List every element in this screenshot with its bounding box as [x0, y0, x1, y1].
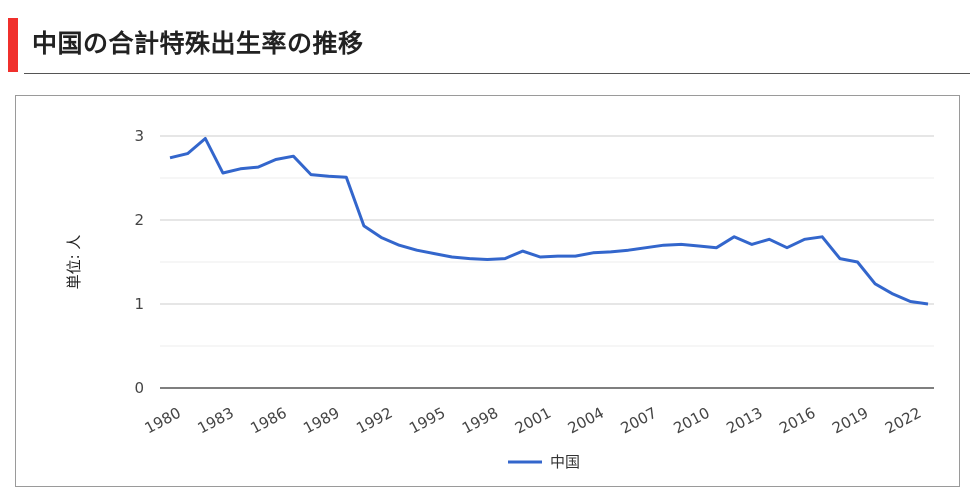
y-tick-label: 2 [134, 211, 144, 229]
x-tick-label: 2019 [829, 404, 871, 438]
series-lines [169, 137, 929, 306]
y-tick-label: 0 [134, 379, 144, 397]
y-tick-label: 1 [134, 295, 144, 313]
legend-label: 中国 [550, 453, 580, 471]
x-axis-ticks: 1980 1983 1986 1989 1992 1995 1998 2001 2004 2007… [142, 404, 925, 438]
x-tick-label: 1980 [142, 404, 184, 438]
series-line [169, 137, 929, 306]
x-tick-label: 1998 [459, 404, 501, 438]
x-tick-label: 1983 [195, 404, 237, 438]
x-tick-label: 1986 [247, 404, 289, 438]
y-axis-label: 単位: 人 [65, 235, 83, 290]
x-tick-label: 1995 [406, 404, 448, 438]
grid-lines [160, 135, 934, 347]
page-header: 中国の合計特殊出生率の推移 [8, 10, 970, 74]
line-chart: 0 1 2 3 1980 1983 1986 1989 1992 1995 1998 2001 200… [65, 127, 934, 471]
x-tick-label: 1992 [353, 404, 395, 438]
x-tick-label: 2013 [723, 404, 765, 438]
x-tick-label: 2010 [671, 404, 713, 438]
header-divider [24, 73, 970, 74]
x-tick-label: 2007 [618, 404, 660, 438]
x-tick-label: 2016 [776, 404, 818, 438]
page-title: 中国の合計特殊出生率の推移 [32, 29, 364, 58]
x-tick-label: 2001 [512, 404, 554, 438]
y-tick-label: 3 [134, 127, 144, 145]
x-tick-label: 1989 [300, 404, 342, 438]
x-tick-label: 2022 [882, 404, 924, 438]
chart-container: 0 1 2 3 1980 1983 1986 1989 1992 1995 1998 2001 200… [15, 95, 960, 487]
y-axis-ticks: 0 1 2 3 [134, 127, 144, 397]
x-tick-label: 2004 [565, 404, 607, 438]
header-accent-bar [8, 18, 18, 72]
legend[interactable]: 中国 [508, 453, 580, 471]
